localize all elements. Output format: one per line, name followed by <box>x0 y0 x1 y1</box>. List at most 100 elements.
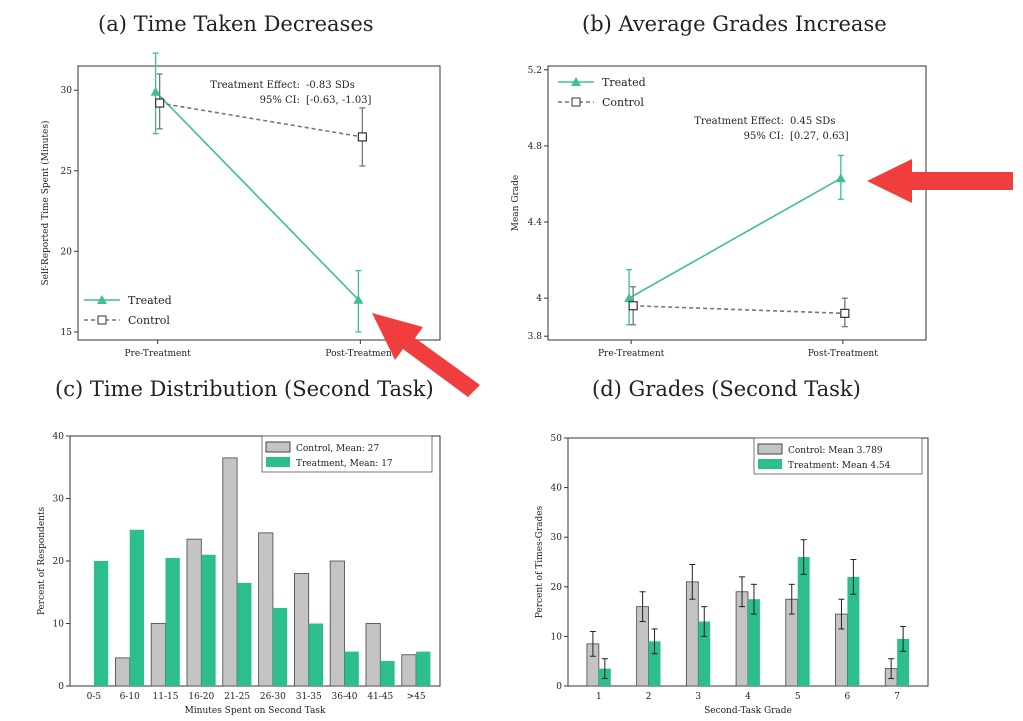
a-ytick-label: 15 <box>61 328 73 338</box>
c-ytick-label: 0 <box>58 682 64 692</box>
c-xtick-label: 16-20 <box>188 692 214 702</box>
b-ytick-label: 4 <box>536 294 542 304</box>
c-bar-treatment <box>308 623 324 686</box>
title-b: (b) Average Grades Increase <box>582 12 887 36</box>
b-legend-label-control: Control <box>602 96 644 109</box>
b-xtick-label: Post-Treatment <box>808 349 878 359</box>
d-xtick-label: 6 <box>845 692 851 702</box>
title-d: (d) Grades (Second Task) <box>592 377 861 401</box>
c-bar-control <box>401 654 417 687</box>
a-xtick-label: Pre-Treatment <box>124 349 191 359</box>
d-bar-treatment <box>897 638 910 686</box>
b-annotation-label-1: Treatment Effect: <box>694 116 784 127</box>
b-ytick-label: 5.2 <box>528 66 542 76</box>
c-bar-control <box>186 538 202 687</box>
c-bar-control <box>329 560 345 687</box>
d-xtick-label: 3 <box>695 692 701 702</box>
a-series-line-control <box>159 102 363 138</box>
chart-d-grades: 0 10 20 30 40 50 Percent of Times-Grades Second… <box>535 434 929 716</box>
b-legend-marker-control <box>571 97 581 107</box>
chart-c-time-distribution: 0 10 20 30 40 Percent of Respondents Minutes S… <box>37 432 441 716</box>
c-bar-control <box>222 457 238 687</box>
d-bar-treatment <box>748 599 760 686</box>
c-bar-control <box>258 532 274 687</box>
c-ytick-label: 40 <box>53 432 65 442</box>
chart-b-average-grades: 3.8 4 4.4 4.8 5.2 Pre-Treatment Post-Treatment… <box>511 65 927 359</box>
c-bar-treatment <box>272 607 288 686</box>
c-xtick-label: 11-15 <box>153 692 179 702</box>
a-annotation-label-1: Treatment Effect: <box>210 80 300 91</box>
c-xtick-label: 36-40 <box>332 692 358 702</box>
c-xtick-label: 26-30 <box>260 692 286 702</box>
d-bar-treatment <box>648 641 661 686</box>
c-bar-control <box>293 573 310 687</box>
a-annotation-label-2: 95% CI: <box>260 95 300 106</box>
b-series-line-treated <box>628 177 842 299</box>
c-plot-frame <box>69 435 441 687</box>
b-series-line-control <box>633 304 845 315</box>
c-ytick-label: 10 <box>53 620 65 630</box>
b-annotation-value-1: 0.45 SDs <box>790 116 835 127</box>
c-bar-control <box>150 623 166 687</box>
b-legend-marker-treated <box>571 77 581 86</box>
c-bar-treatment <box>129 529 145 686</box>
c-xtick-label: 31-35 <box>296 692 322 702</box>
d-xtick-label: 4 <box>745 692 751 702</box>
c-bar-treatment <box>344 651 359 686</box>
a-ytick-label: 30 <box>61 86 73 96</box>
c-bar-treatment <box>201 554 216 686</box>
b-point-control <box>628 301 638 311</box>
c-bar-control <box>365 623 381 687</box>
a-legend-label-control: Control <box>128 314 170 327</box>
c-xlabel: Minutes Spent on Second Task <box>185 706 326 716</box>
a-ytick-label: 20 <box>61 247 73 257</box>
a-legend-label-treated: Treated <box>128 294 172 307</box>
a-legend-marker-control <box>97 315 107 325</box>
b-ytick-label: 3.8 <box>528 332 543 342</box>
a-point-treated <box>150 86 161 96</box>
b-point-treated <box>624 293 635 303</box>
b-ylabel: Mean Grade <box>511 175 521 232</box>
d-ytick-label: 10 <box>551 632 563 642</box>
d-ytick-label: 0 <box>556 682 562 692</box>
d-xtick-label: 2 <box>646 692 652 702</box>
title-c: (c) Time Distribution (Second Task) <box>55 377 434 401</box>
d-ylabel: Percent of Times-Grades <box>535 505 545 618</box>
chart-a-time-taken: 15 20 25 30 Pre-Treatment Post-Treatment Self-… <box>40 52 441 359</box>
a-annotation-value-1: -0.83 SDs <box>306 80 355 91</box>
c-xtick-label: 41-45 <box>367 692 393 702</box>
a-ytick-label: 25 <box>61 167 73 177</box>
a-legend-marker-treated <box>97 295 107 304</box>
a-plot-frame <box>77 65 441 341</box>
a-point-treated <box>353 294 364 304</box>
a-annotation-value-2: [-0.63, -1.03] <box>306 95 372 106</box>
c-bar-treatment <box>416 651 431 686</box>
b-ytick-label: 4.4 <box>528 218 543 228</box>
d-xlabel: Second-Task Grade <box>704 706 792 716</box>
d-ytick-label: 40 <box>551 484 563 494</box>
c-bar-treatment <box>93 561 109 686</box>
d-bar-treatment <box>797 557 810 686</box>
c-xtick-label: 6-10 <box>120 692 140 702</box>
d-legend-swatch-control <box>757 443 783 455</box>
c-legend-swatch-treatment <box>266 457 290 467</box>
b-point-treated <box>835 173 846 183</box>
b-plot-frame <box>547 65 927 341</box>
d-bar-treatment <box>698 621 711 686</box>
c-legend-label-treatment: Treatment, Mean: 17 <box>296 459 393 469</box>
b-ytick-label: 4.8 <box>528 142 543 152</box>
a-point-control <box>155 98 165 108</box>
c-bar-treatment <box>237 582 252 686</box>
a-ylabel: Self-Reported Time Spent (Minutes) <box>40 121 51 286</box>
d-legend-swatch-treatment <box>758 459 782 469</box>
d-ytick-label: 20 <box>551 583 563 593</box>
c-xtick-label: >45 <box>407 692 426 702</box>
b-annotation-value-2: [0.27, 0.63] <box>790 131 849 142</box>
c-ytick-label: 30 <box>53 495 65 505</box>
c-xtick-label: 0-5 <box>87 692 102 702</box>
d-xtick-label: 1 <box>596 692 602 702</box>
title-a: (a) Time Taken Decreases <box>98 12 374 36</box>
a-point-control <box>357 132 367 142</box>
c-ylabel: Percent of Respondents <box>37 506 47 615</box>
